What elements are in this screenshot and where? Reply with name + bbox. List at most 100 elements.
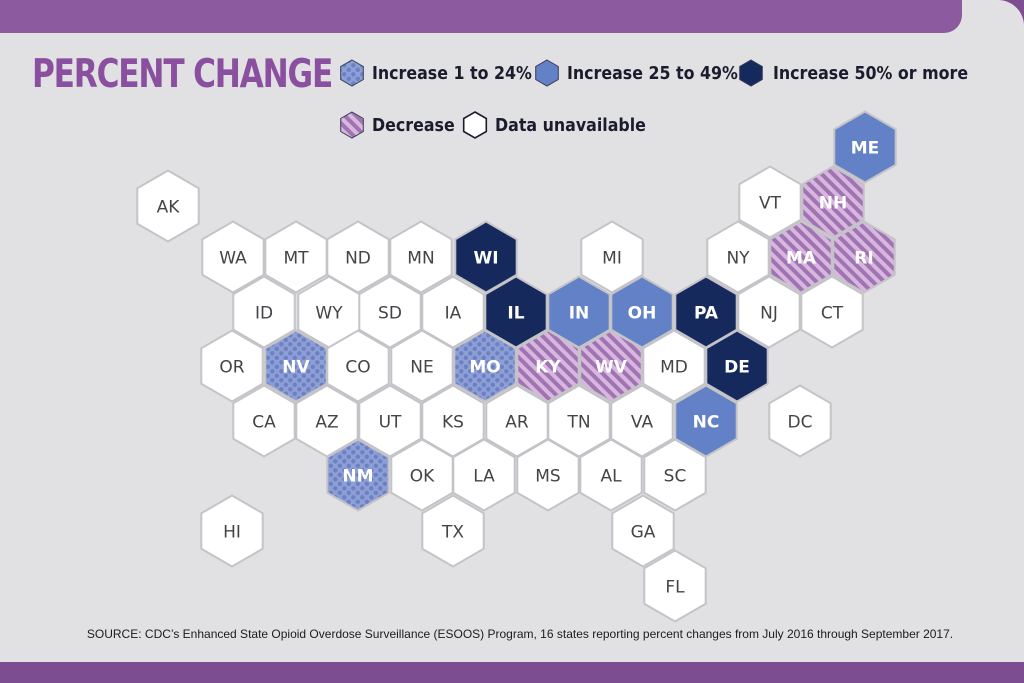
state-hex-la: LA [452,438,516,512]
state-label: FL [665,578,685,598]
state-label: SD [378,304,402,324]
state-hex-wi: WI [454,220,518,294]
state-hex-shape [579,438,643,512]
state-hex-hi: HI [200,494,264,568]
state-hex-nd: ND [326,220,390,294]
state-hex-shape [642,329,706,403]
state-hex-in: IN [547,275,611,349]
top-banner [0,0,962,33]
state-hex-shape [453,329,517,403]
state-label: TN [566,413,590,433]
state-label: KS [442,413,464,433]
state-hex-nh: NH [801,165,865,239]
state-hex-ms: MS [516,438,580,512]
state-hex-shape [801,165,865,239]
state-hex-co: CO [326,329,390,403]
state-label: NE [410,358,433,378]
state-hex-vt: VT [738,165,802,239]
state-label: DE [724,358,750,378]
state-hex-shape [454,220,518,294]
state-hex-md: MD [642,329,706,403]
state-label: NJ [760,304,778,324]
state-hex-shape [326,329,390,403]
state-label: PA [694,304,719,324]
state-hex-shape [737,275,801,349]
state-label: WY [315,304,343,324]
state-hex-shape [389,220,453,294]
state-label: WI [473,249,498,269]
state-hex-ny: NY [706,220,770,294]
state-label: VT [759,194,782,214]
state-hex-shape [579,329,643,403]
state-label: GA [631,523,656,543]
state-hex-ky: KY [516,329,580,403]
legend-label-increase-25-49: Increase 25 to 49% [567,63,738,84]
state-label: ND [345,249,371,269]
state-hex-dc: DC [768,384,832,458]
state-label: NC [693,413,720,433]
state-label: VA [631,413,654,433]
state-hex-tx: TX [421,494,485,568]
legend-swatch-inc50 [739,59,763,87]
state-label: MS [535,467,560,487]
state-label: WA [219,249,247,269]
state-hex-mi: MI [580,220,644,294]
state-hex-shape [738,165,802,239]
bottom-banner [0,662,1024,683]
state-label: AK [157,198,181,218]
state-hex-shape [232,384,296,458]
legend-label-increase-1-24: Increase 1 to 24% [372,63,532,84]
state-hex-shape [136,169,200,243]
state-label: KY [535,358,561,378]
state-hex-shape [769,220,833,294]
state-hex-shape [390,329,454,403]
state-hex-al: AL [579,438,643,512]
state-hex-ca: CA [232,384,296,458]
state-hex-shape [580,220,644,294]
state-hex-shape [201,220,265,294]
state-hex-ri: RI [832,220,896,294]
state-label: SC [664,467,687,487]
legend-swatch-na [462,111,488,139]
state-hex-shape [358,275,422,349]
state-hex-wv: WV [579,329,643,403]
state-hex-ga: GA [611,494,675,568]
state-label: DC [788,413,813,433]
state-hex-mo: MO [453,329,517,403]
state-hex-shape [643,438,707,512]
state-label: CO [345,358,370,378]
state-hex-ks: KS [421,384,485,458]
hex-tile-map: AK ME VT NH WA MT ND MN WI MI NY MA RI ID WY SD IA IL IN OH… [136,59,897,623]
state-hex-nm: NM [326,438,390,512]
state-label: IA [445,304,462,324]
state-hex-shape [200,494,264,568]
state-label: UT [379,413,402,433]
state-hex-shape [421,494,485,568]
legend-swatches [340,59,763,139]
state-hex-me: ME [833,110,897,184]
state-label: ID [255,304,273,324]
state-label: MN [407,249,434,269]
state-label: NV [282,358,310,378]
state-hex-shape [200,329,264,403]
state-label: AR [505,413,529,433]
legend-label-data-unavailable: Data unavailable [495,115,646,136]
state-label: MO [469,358,500,378]
state-label: NH [819,194,847,214]
state-label: OH [628,304,657,324]
state-hex-or: OR [200,329,264,403]
state-hex-shape [705,329,769,403]
state-hex-shape [516,329,580,403]
state-label: MA [786,249,817,269]
state-hex-de: DE [705,329,769,403]
state-hex-shape [800,275,864,349]
state-hex-fl: FL [643,549,707,623]
state-label: CT [821,304,844,324]
state-label: AL [600,467,622,487]
source-note: SOURCE: CDC’s Enhanced State Opioid Over… [86,627,954,641]
state-hex-shape [643,549,707,623]
state-hex-ia: IA [421,275,485,349]
state-label: AZ [315,413,338,433]
state-label: NM [342,467,373,487]
